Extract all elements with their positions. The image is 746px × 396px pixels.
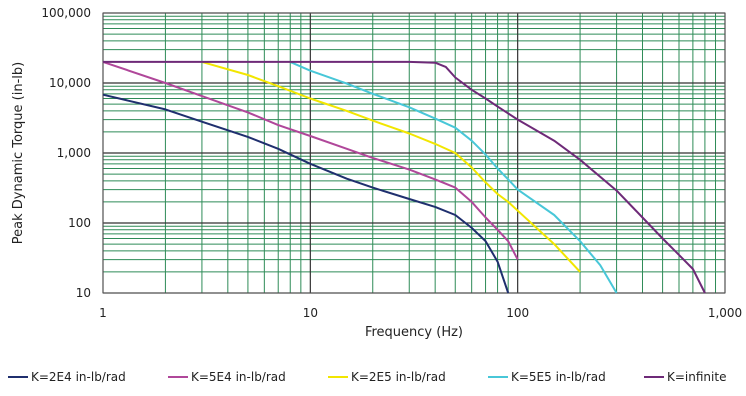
y-tick-label: 10,000	[49, 76, 91, 90]
series-line-4	[289, 60, 618, 294]
legend-label: K=2E5 in-lb/rad	[351, 370, 446, 384]
series-line-1	[102, 93, 510, 294]
y-tick-label: 100	[68, 216, 91, 230]
x-tick-label: 1,000	[708, 306, 742, 320]
x-tick-label: 1	[99, 306, 107, 320]
y-axis-title: Peak Dynamic Torque (in-lb)	[11, 62, 26, 244]
series-lines	[102, 60, 706, 294]
y-tick-label: 10	[76, 286, 91, 300]
x-tick-label: 10	[303, 306, 318, 320]
y-tick-label: 1,000	[57, 146, 91, 160]
legend-label: K=2E4 in-lb/rad	[31, 370, 126, 384]
x-tick-label: 100	[506, 306, 529, 320]
x-tick-labels: 1 10 100 1,000	[99, 306, 742, 320]
series-line-3	[201, 60, 581, 273]
series-line-5	[103, 60, 706, 294]
legend-label: K=5E5 in-lb/rad	[511, 370, 606, 384]
legend-label: K=5E4 in-lb/rad	[191, 370, 286, 384]
legend: K=2E4 in-lb/rad K=5E4 in-lb/rad K=2E5 in-l…	[8, 370, 726, 384]
legend-label: K=infinite	[667, 370, 726, 384]
y-tick-label: 100,000	[41, 6, 91, 20]
plot-frame	[102, 12, 726, 294]
x-axis-title: Frequency (Hz)	[365, 325, 463, 340]
series-line-2	[102, 60, 519, 261]
y-tick-labels: 10 100 1,000 10,000 100,000	[41, 6, 91, 300]
